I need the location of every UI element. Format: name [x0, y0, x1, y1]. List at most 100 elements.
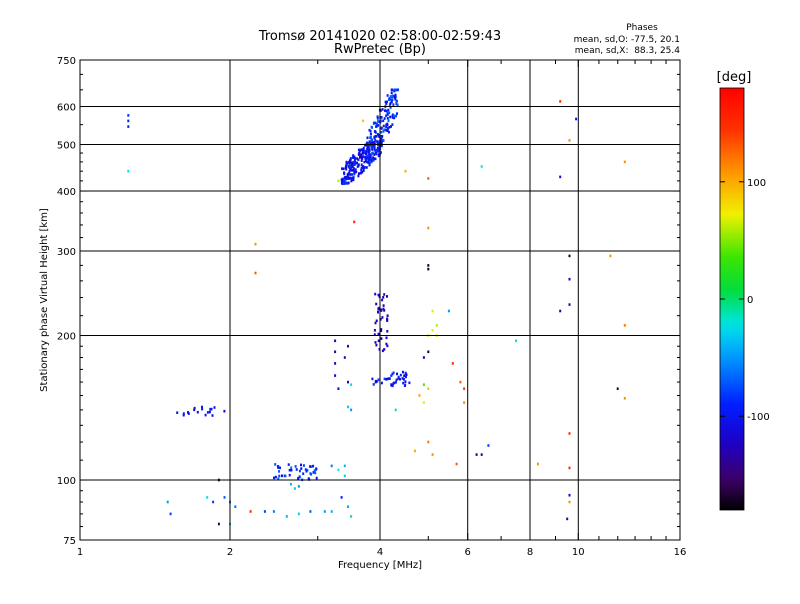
data-point	[623, 324, 626, 327]
data-point	[387, 130, 390, 134]
data-point	[346, 177, 349, 180]
data-point	[309, 472, 312, 475]
data-point	[389, 115, 392, 119]
data-point	[371, 148, 374, 151]
data-point	[376, 122, 379, 126]
data-point	[383, 117, 386, 120]
data-point	[360, 153, 362, 156]
scatter-points	[127, 88, 626, 526]
data-point	[297, 512, 300, 516]
x-tick-label: 4	[377, 547, 383, 558]
data-point	[559, 100, 562, 103]
data-point	[391, 123, 394, 126]
data-point	[356, 157, 359, 160]
data-point	[391, 372, 394, 376]
data-point	[345, 160, 348, 164]
data-point	[294, 465, 297, 468]
data-point	[380, 308, 383, 312]
data-point	[366, 157, 368, 160]
x-tick-label: 2	[227, 547, 233, 558]
data-point	[568, 303, 571, 306]
data-point	[366, 155, 369, 158]
data-point	[369, 153, 372, 156]
data-point	[362, 165, 365, 168]
data-point	[381, 316, 384, 319]
x-tick-label: 8	[527, 547, 533, 558]
data-point	[360, 163, 363, 166]
data-point	[451, 362, 454, 365]
data-point	[300, 467, 303, 470]
data-point	[376, 149, 379, 152]
data-point	[357, 164, 360, 168]
data-point	[372, 122, 375, 125]
data-point	[360, 159, 363, 162]
data-point	[404, 383, 407, 387]
data-point	[386, 94, 389, 97]
data-point	[374, 139, 377, 142]
data-point	[334, 362, 337, 365]
data-point	[568, 493, 571, 497]
data-point	[212, 500, 215, 504]
data-point	[382, 138, 385, 142]
data-point	[367, 160, 369, 164]
data-point	[382, 130, 385, 133]
data-point	[350, 169, 353, 172]
data-point	[370, 136, 372, 139]
data-point	[358, 172, 360, 175]
data-point	[372, 159, 375, 162]
data-point	[377, 120, 380, 123]
data-point	[366, 136, 369, 140]
colorbar: -100 0 100	[719, 87, 770, 511]
data-point	[376, 117, 379, 120]
data-point	[334, 350, 337, 354]
data-point	[366, 142, 369, 145]
data-point	[380, 127, 383, 130]
data-point	[393, 381, 396, 385]
data-point	[374, 292, 377, 296]
data-point	[351, 161, 354, 165]
data-point	[383, 128, 386, 131]
data-point	[354, 156, 357, 160]
data-point	[347, 181, 350, 185]
data-point	[368, 162, 371, 165]
phases-box-line-o: mean, sd,O: -77.5, 20.1	[574, 35, 680, 45]
data-point	[404, 371, 407, 375]
data-point	[427, 177, 430, 180]
y-tick-label: 300	[57, 247, 76, 258]
data-point	[402, 381, 405, 385]
data-point	[372, 383, 375, 386]
data-point	[208, 410, 211, 414]
data-point	[355, 170, 358, 174]
colorbar-tick-label: 100	[747, 178, 766, 189]
data-point	[193, 406, 196, 410]
data-point	[404, 169, 407, 173]
data-point	[374, 321, 377, 325]
data-point	[386, 100, 388, 104]
data-point	[254, 242, 257, 246]
data-point	[379, 109, 382, 112]
data-point	[127, 125, 130, 128]
data-point	[369, 130, 372, 133]
data-point	[390, 98, 393, 102]
data-point	[330, 464, 333, 468]
y-tick-label: 400	[57, 187, 76, 198]
data-point	[377, 293, 380, 297]
data-point	[385, 336, 388, 340]
data-point	[341, 167, 343, 170]
data-point	[289, 482, 292, 486]
data-point	[364, 166, 367, 169]
data-point	[382, 296, 385, 299]
colorbar-label: [deg]	[717, 70, 752, 85]
data-point	[393, 114, 396, 118]
data-point	[418, 394, 421, 397]
data-point	[337, 387, 340, 390]
data-point	[357, 148, 360, 152]
data-point	[357, 158, 360, 162]
data-point	[290, 466, 293, 469]
data-point	[377, 142, 380, 146]
data-point	[385, 125, 388, 129]
data-point	[566, 517, 569, 521]
data-point	[353, 172, 356, 176]
data-point	[211, 414, 214, 417]
